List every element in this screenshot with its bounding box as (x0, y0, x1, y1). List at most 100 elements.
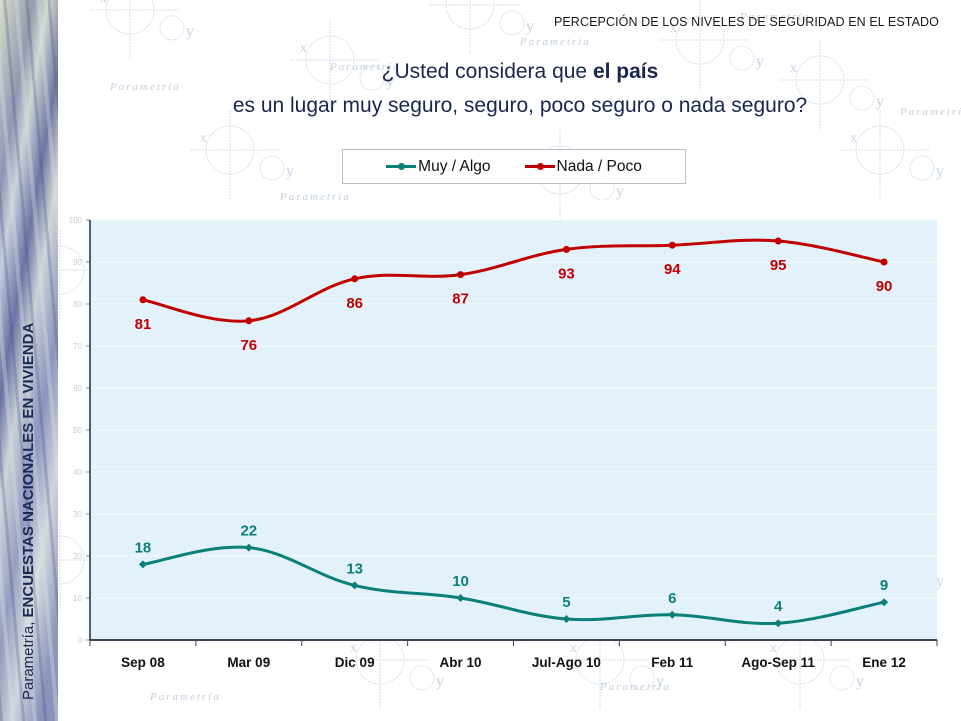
svg-text:y: y (286, 163, 294, 180)
x-tick-label: Mar 09 (227, 655, 270, 670)
watermark-text: Parametría (519, 36, 591, 48)
data-label: 13 (346, 560, 363, 577)
watermark-motif: yx (290, 20, 394, 110)
data-point (245, 317, 253, 325)
y-tick-label: 0 (78, 636, 83, 645)
question-line-1-prefix: ¿Usted considera que (381, 60, 593, 83)
y-tick-label: 10 (73, 594, 82, 603)
data-point (456, 594, 465, 602)
x-tick-label: Abr 10 (440, 655, 482, 670)
svg-text:x: x (850, 131, 857, 146)
data-label: 93 (558, 265, 575, 282)
series-nada-poco: 81 76 86 87 93 94 95 90 (135, 237, 893, 354)
series-muy-algo: 18 22 13 10 5 6 4 9 (135, 523, 889, 628)
data-point (774, 237, 782, 245)
watermark-text: Parametría (109, 81, 181, 93)
x-tick-label: Jul-Ago 10 (532, 655, 601, 670)
data-point (350, 581, 359, 590)
svg-text:y: y (436, 673, 444, 690)
series-line-nada-poco (141, 238, 886, 323)
question-line-1-bold: el país (592, 60, 659, 83)
data-point (880, 258, 888, 266)
svg-text:x: x (200, 131, 207, 146)
x-tick-label: Sep 08 (121, 655, 165, 670)
x-tick-label: Feb 11 (651, 655, 694, 670)
x-tick-label: Dic 09 (335, 655, 375, 670)
svg-text:x: x (300, 41, 307, 56)
data-point (774, 619, 783, 628)
legend-swatch-nada-poco (524, 162, 555, 170)
svg-text:y: y (656, 673, 664, 690)
data-label: 95 (770, 257, 787, 274)
data-label: 5 (562, 594, 570, 611)
legend-swatch-muy-algo (386, 162, 417, 170)
series-line-muy-algo (141, 545, 886, 626)
x-tick-label: Ene 12 (862, 655, 906, 670)
svg-text:y: y (756, 53, 764, 70)
svg-text:y: y (936, 573, 944, 590)
svg-text:x: x (100, 0, 107, 6)
legend-label-muy-algo: Muy / Algo (418, 157, 491, 175)
data-label: 4 (774, 598, 783, 615)
watermark-motif: yx (840, 110, 944, 200)
y-tick-label: 20 (73, 552, 82, 561)
data-label: 6 (668, 590, 676, 607)
svg-text:y: y (616, 183, 624, 200)
legend-item-muy-algo: Muy / Algo (386, 157, 491, 176)
data-point (244, 543, 253, 552)
slide-header-title: PERCEPCIÓN DE LOS NIVELES DE SEGURIDAD E… (553, 15, 939, 29)
svg-text:x: x (670, 21, 677, 36)
chart-legend: Muy / Algo Nada / Poco (342, 149, 686, 184)
watermark-motif: yx (90, 0, 194, 60)
data-point (668, 241, 676, 249)
data-label: 86 (346, 295, 363, 312)
watermark-text: Parametría (739, 11, 811, 23)
y-tick-label: 30 (73, 510, 82, 519)
svg-text:y: y (186, 23, 194, 40)
data-label: 81 (135, 316, 152, 333)
y-tick-label: 100 (69, 216, 83, 225)
question-line-1: ¿Usted considera que el país (160, 60, 880, 84)
watermark-motif: yx (190, 110, 294, 200)
data-point (138, 560, 147, 569)
data-label: 9 (880, 577, 888, 594)
y-tick-label: 70 (73, 342, 82, 351)
watermark-text: Parametría (599, 681, 671, 693)
decorative-side-strip (0, 0, 58, 721)
y-tick-label: 90 (73, 258, 82, 267)
svg-text:y: y (386, 73, 394, 90)
data-label: 22 (240, 523, 257, 540)
svg-text:x: x (440, 0, 447, 1)
y-tick-label: 80 (73, 300, 82, 309)
watermark-text: Parametría (899, 106, 961, 118)
y-tick-label: 50 (73, 426, 82, 435)
svg-text:y: y (856, 673, 864, 690)
watermark-motif: yx (430, 0, 534, 55)
data-label: 10 (452, 573, 469, 590)
data-point (668, 610, 677, 619)
watermark-motif: yx (660, 0, 764, 90)
svg-text:x: x (790, 61, 797, 76)
y-tick-label: 40 (73, 468, 82, 477)
data-point (139, 296, 147, 304)
svg-text:x: x (570, 641, 577, 656)
svg-text:y: y (876, 93, 884, 110)
svg-text:y: y (936, 163, 944, 180)
data-point (880, 598, 889, 607)
legend-item-nada-poco: Nada / Poco (524, 157, 642, 176)
watermark-motif: yx (780, 40, 884, 130)
data-point (562, 615, 571, 623)
data-point (457, 271, 465, 279)
data-label: 87 (452, 291, 469, 308)
legend-label-nada-poco: Nada / Poco (556, 157, 642, 175)
data-label: 76 (240, 337, 257, 354)
question-line-2: es un lugar muy seguro, seguro, poco seg… (232, 94, 808, 117)
data-label: 90 (876, 278, 893, 295)
y-tick-label: 60 (73, 384, 82, 393)
watermark-text: Parametría (149, 691, 221, 703)
data-point (351, 275, 359, 283)
data-label: 94 (664, 261, 681, 278)
data-point (562, 245, 570, 253)
svg-text:y: y (526, 18, 534, 35)
